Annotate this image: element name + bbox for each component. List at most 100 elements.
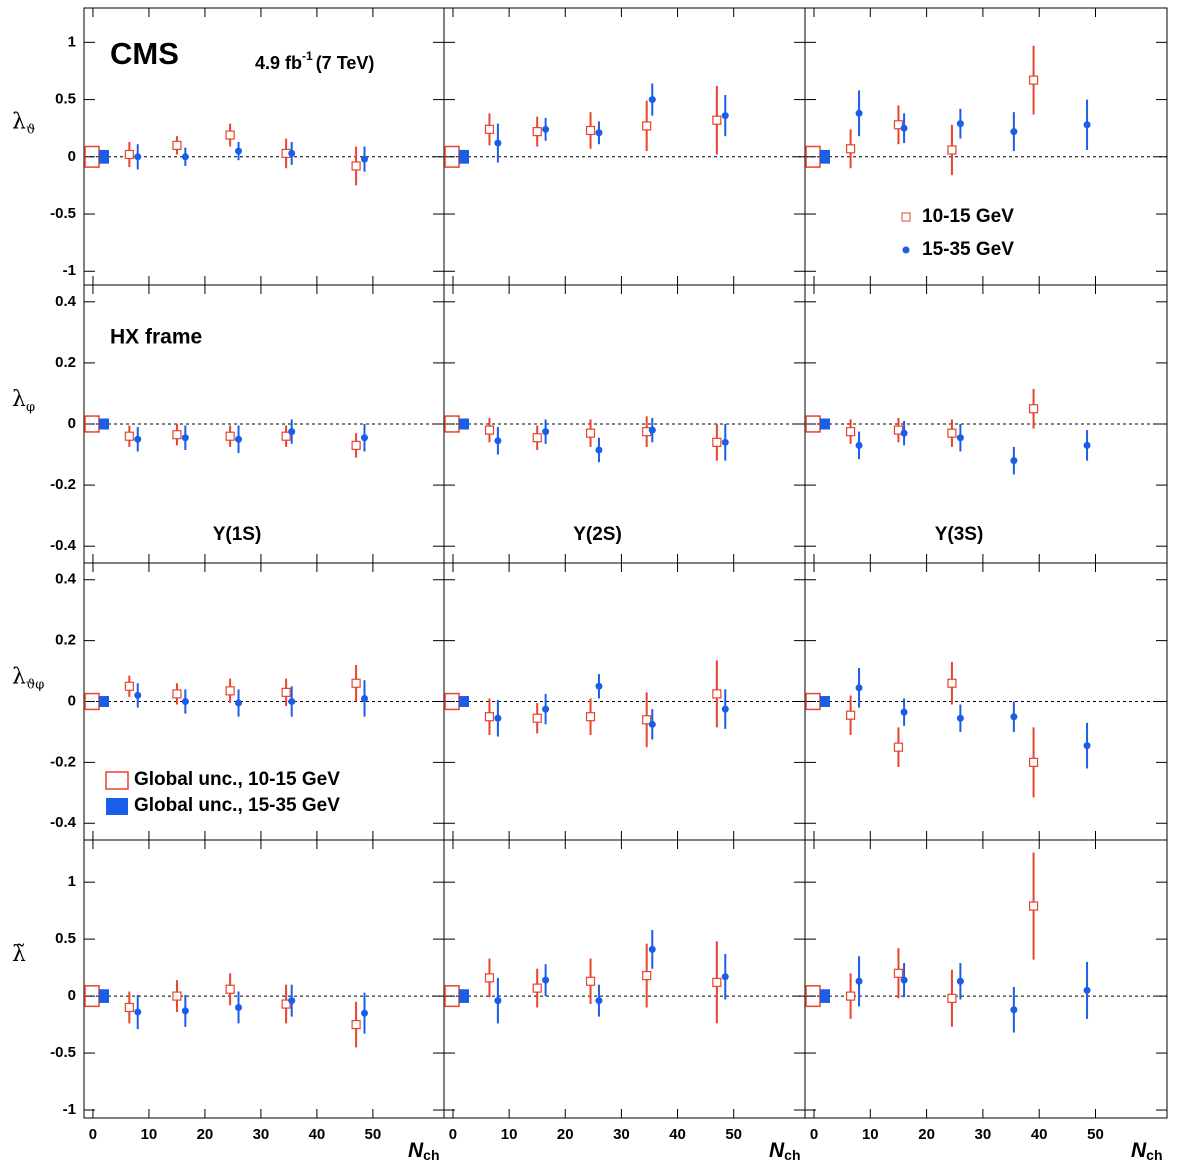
point [721, 973, 729, 981]
point [846, 991, 856, 1001]
x-tick-label: 10 [862, 1126, 879, 1143]
state-label: Υ(3S) [935, 524, 984, 545]
point [846, 427, 856, 437]
point [956, 434, 964, 442]
y-tick-label: 0 [68, 148, 76, 165]
global-unc-box [99, 149, 109, 164]
point [235, 1003, 243, 1011]
point [648, 945, 656, 953]
point [900, 976, 908, 984]
y-axis-label: λφ [12, 387, 35, 415]
point [642, 715, 652, 725]
point [1028, 901, 1039, 911]
legend-label: 15-35 GeV [922, 239, 1014, 260]
point [855, 441, 863, 449]
global-unc-box [820, 989, 830, 1003]
point [712, 437, 722, 447]
point [134, 153, 142, 161]
global-unc-box [459, 696, 469, 707]
point [281, 431, 291, 441]
point [124, 681, 134, 691]
point [532, 127, 542, 137]
point [721, 705, 729, 713]
point [1010, 457, 1018, 465]
point [712, 115, 722, 125]
point [360, 694, 368, 702]
point [1028, 404, 1039, 414]
global-legend-label: Global unc., 15-35 GeV [134, 795, 340, 816]
y-tick-label: 0 [68, 692, 76, 709]
point [360, 1009, 368, 1017]
x-subscript: ch [1146, 1147, 1162, 1163]
point [235, 147, 243, 155]
point [124, 1002, 134, 1013]
point [124, 431, 134, 441]
y-subscript: ϑ [26, 122, 35, 137]
x-tick-label: 30 [975, 1126, 992, 1143]
y-axis-label: λ̃ [12, 942, 26, 967]
global-unc-box [820, 149, 830, 164]
point [235, 435, 243, 443]
point [947, 678, 957, 688]
point [494, 437, 502, 445]
point [181, 698, 189, 705]
global-unc-box [99, 418, 109, 430]
point [134, 691, 142, 699]
point [172, 991, 182, 1001]
state-label: Υ(1S) [213, 524, 262, 545]
point [542, 976, 550, 984]
x-tick-label: 0 [449, 1126, 457, 1143]
global-unc-box [459, 149, 469, 164]
point [947, 145, 957, 155]
x-tick-label: 10 [141, 1126, 158, 1143]
x-tick-label: 0 [89, 1126, 97, 1143]
y-subscript: ϑφ [26, 677, 44, 692]
point [494, 714, 502, 722]
point [484, 973, 495, 983]
point [542, 125, 550, 133]
global-unc-box [459, 989, 469, 1003]
point [900, 124, 908, 132]
y-tick-label: 0.2 [55, 632, 76, 649]
point [585, 428, 596, 438]
point [585, 125, 596, 136]
point [542, 428, 550, 436]
point [124, 149, 134, 160]
point [947, 993, 957, 1003]
y-tick-label: -1 [63, 1101, 76, 1118]
x-tick-label: 0 [810, 1126, 818, 1143]
point [484, 124, 495, 134]
point [956, 977, 964, 985]
legend-marker [901, 212, 911, 222]
point [288, 428, 296, 436]
point [585, 712, 596, 722]
x-axis-label: Nch [1131, 1139, 1163, 1163]
y-tick-label: 0.4 [55, 571, 77, 588]
point [585, 976, 596, 986]
point [956, 120, 964, 128]
point [900, 708, 908, 716]
y-symbol: λ [12, 387, 26, 412]
x-tick-label: 20 [557, 1126, 574, 1143]
point [532, 433, 542, 443]
point [172, 689, 182, 699]
point [712, 977, 722, 988]
point [1028, 757, 1039, 767]
point [225, 431, 235, 441]
point [846, 144, 856, 154]
y-tick-label: -0.5 [50, 1044, 76, 1061]
point [494, 139, 502, 147]
y-tick-label: -0.5 [50, 205, 76, 222]
y-subscript: φ [26, 400, 35, 415]
point [360, 434, 368, 442]
point [1083, 742, 1091, 750]
y-tick-label: 0.5 [55, 91, 76, 108]
point [956, 714, 964, 722]
point [181, 1007, 189, 1015]
point [1010, 1006, 1018, 1014]
point [281, 999, 291, 1009]
global-legend-label: Global unc., 10-15 GeV [134, 769, 340, 790]
x-tick-label: 20 [197, 1126, 214, 1143]
point [134, 435, 142, 443]
x-subscript: ch [784, 1147, 800, 1163]
